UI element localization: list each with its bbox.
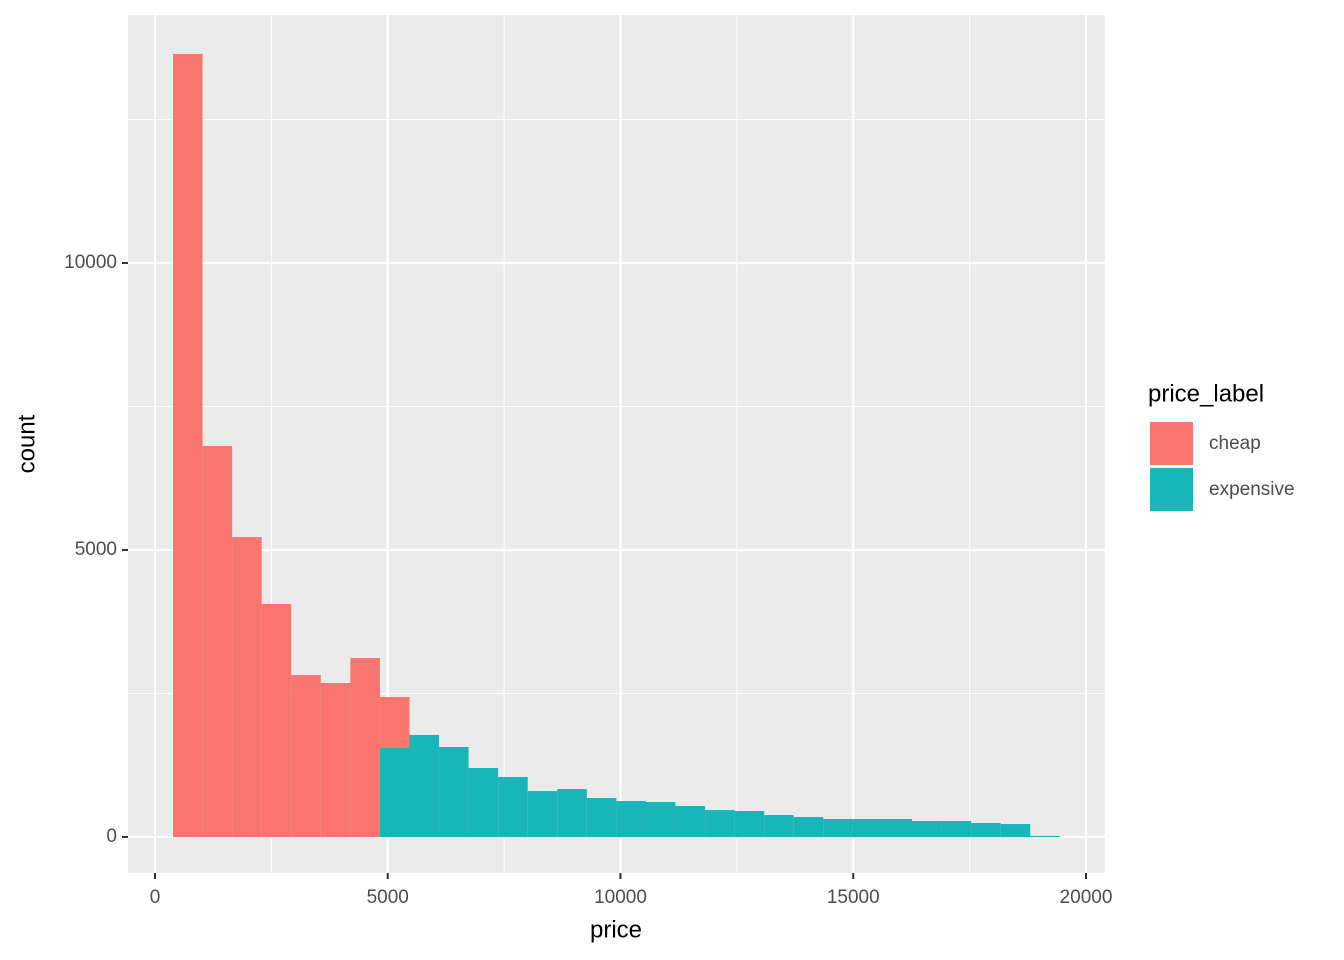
- bar: [232, 537, 262, 838]
- bar: [586, 798, 617, 838]
- x-tick-label: 0: [150, 887, 161, 908]
- x-axis-label: price: [590, 916, 642, 943]
- bar: [557, 789, 587, 838]
- bar: [912, 820, 942, 838]
- bar: [971, 823, 1001, 838]
- x-tick-label: 20000: [1060, 887, 1113, 908]
- bar: [675, 806, 706, 838]
- legend-title: price_label: [1148, 380, 1264, 407]
- bar: [202, 446, 233, 838]
- bar: [379, 697, 410, 748]
- y-axis-label: count: [13, 414, 40, 473]
- bar: [320, 683, 351, 838]
- legend: cheap expensive: [1150, 422, 1295, 511]
- grid: [128, 15, 1105, 873]
- bars: [173, 54, 1060, 838]
- bar: [409, 735, 440, 838]
- bar: [616, 801, 646, 838]
- bar: [1000, 824, 1031, 838]
- bar: [173, 54, 203, 838]
- bar: [291, 675, 321, 838]
- y-tick-label: 10000: [64, 252, 117, 273]
- bar: [852, 818, 883, 838]
- bar: [261, 604, 292, 838]
- bar: [1030, 835, 1060, 838]
- bar: [527, 791, 558, 838]
- bar: [645, 801, 676, 838]
- bar: [823, 818, 853, 838]
- x-tick-label: 5000: [367, 887, 409, 908]
- legend-label: expensive: [1209, 479, 1295, 500]
- legend-key: [1150, 422, 1193, 465]
- bar: [705, 810, 735, 838]
- bar: [764, 815, 794, 838]
- bar: [468, 768, 499, 838]
- axes: 0 5000 10000 15000 20000 0 5000 10000: [64, 252, 1112, 908]
- y-tick-label: 0: [106, 826, 117, 847]
- bar: [379, 747, 410, 838]
- legend-key: [1150, 468, 1193, 511]
- bar: [498, 777, 528, 838]
- bar: [882, 818, 913, 838]
- bar: [734, 811, 765, 838]
- bar: [941, 820, 972, 838]
- bar: [350, 658, 380, 838]
- x-tick-label: 10000: [594, 887, 647, 908]
- bar: [793, 817, 824, 838]
- legend-label: cheap: [1209, 433, 1261, 454]
- x-tick-label: 15000: [827, 887, 880, 908]
- y-tick-label: 5000: [75, 539, 117, 560]
- bar: [439, 747, 469, 838]
